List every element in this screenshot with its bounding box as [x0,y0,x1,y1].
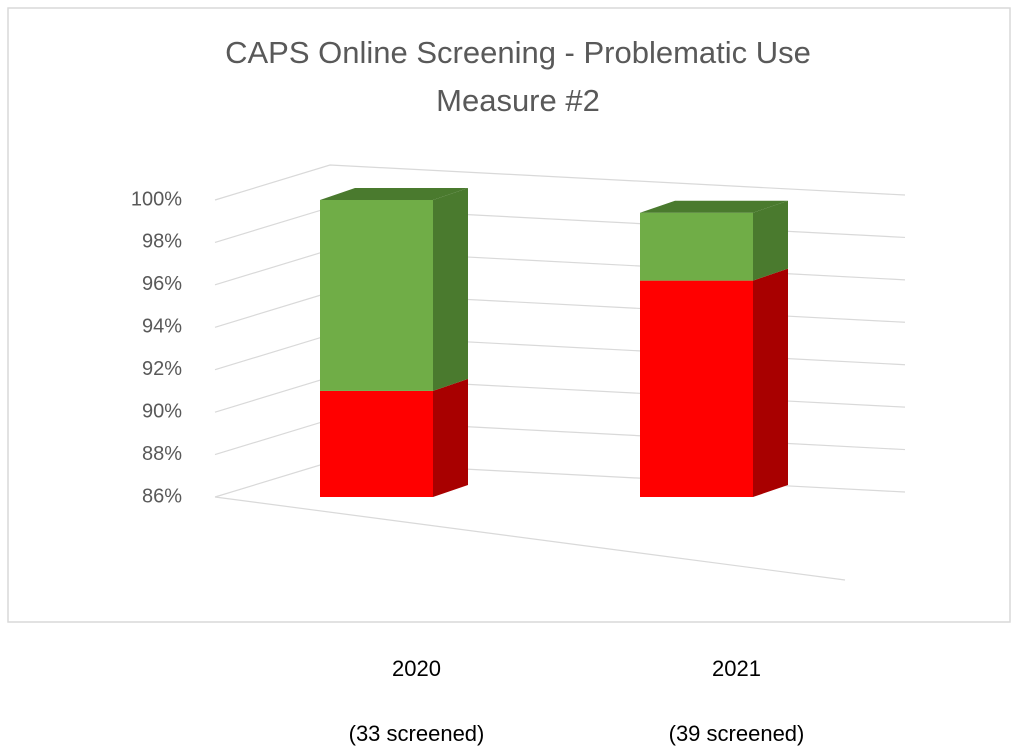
y-tick-label: 86% [142,485,182,507]
bar-side [433,188,468,391]
bar-side [433,378,468,497]
chart-title: CAPS Online Screening - Problematic Use [225,35,811,70]
plot-frame [7,7,1011,623]
floor-line [214,496,846,581]
bar-side [753,268,788,497]
chart-subtitle: Measure #2 [436,83,600,118]
bar-segment [320,390,433,497]
y-tick-label: 92% [142,358,182,380]
bar-side [753,200,788,281]
x-tick-note: (39 screened) [669,721,805,746]
bar-top [320,188,468,200]
y-tick-label: 100% [131,188,182,210]
grid-line [214,164,906,201]
y-tick-label: 96% [142,273,182,295]
x-tick-note: (33 screened) [349,721,485,746]
x-tick-label: 2020 [392,656,441,681]
y-tick-label: 88% [142,443,182,465]
y-tick-label: 98% [142,231,182,253]
y-tick-label: 90% [142,400,182,422]
bar-top [640,200,788,213]
bar-segment [640,280,753,497]
x-tick-label: 2021 [712,656,761,681]
bar-segment [320,200,433,391]
y-tick-label: 94% [142,316,182,338]
bar-segment [640,212,753,281]
